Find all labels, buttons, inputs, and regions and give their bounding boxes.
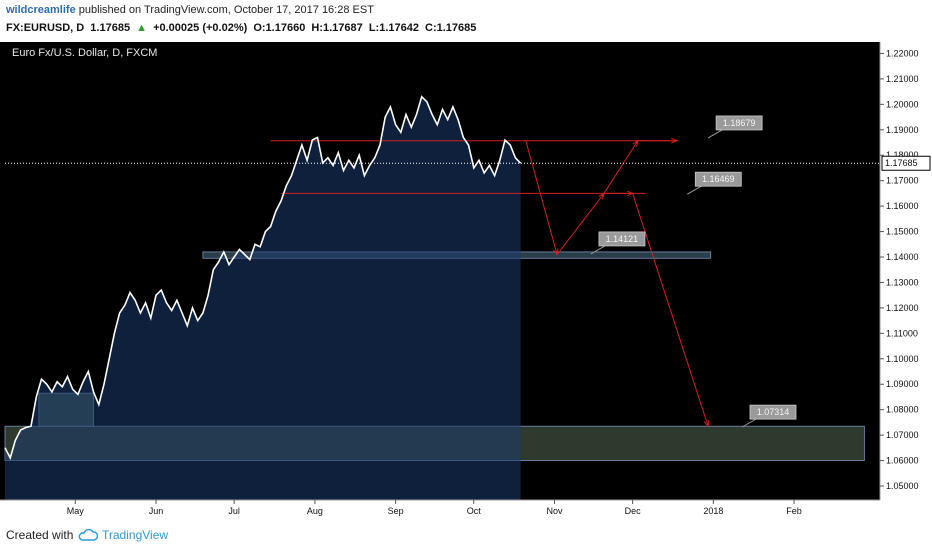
arrowhead bbox=[632, 139, 639, 147]
symbol-info: FX:EURUSD, D 1.17685 ▲ +0.00025 (+0.02%)… bbox=[6, 22, 479, 34]
time-tick-label: Dec bbox=[625, 506, 642, 516]
price-tick-label: 1.12000 bbox=[886, 303, 919, 313]
time-tick-label: Nov bbox=[546, 506, 563, 516]
chart-footer: Created with TradingView bbox=[0, 520, 932, 550]
chart-header: wildcreamlife published on TradingView.c… bbox=[0, 0, 932, 42]
tradingview-cloud-icon bbox=[78, 529, 98, 541]
price-axis-background bbox=[880, 42, 932, 520]
author-link[interactable]: wildcreamlife bbox=[6, 4, 76, 16]
price-tick-label: 1.11000 bbox=[886, 328, 918, 338]
time-tick-label: Sep bbox=[388, 506, 404, 516]
callout-label: 1.07314 bbox=[757, 407, 790, 417]
price-tick-label: 1.06000 bbox=[886, 456, 919, 466]
time-tick-label: Feb bbox=[786, 506, 802, 516]
callout-label: 1.18679 bbox=[723, 118, 756, 128]
symbol-name: FX:EURUSD, D bbox=[6, 22, 85, 34]
price-tick-label: 1.10000 bbox=[886, 354, 919, 364]
time-tick-label: 2018 bbox=[703, 506, 723, 516]
price-line bbox=[4, 95, 522, 461]
close-value: C:1.17685 bbox=[425, 22, 477, 34]
price-tick-label: 1.09000 bbox=[886, 379, 919, 389]
price-tick-label: 1.16000 bbox=[886, 201, 919, 211]
callout-pointer bbox=[590, 245, 606, 255]
time-tick-label: Oct bbox=[467, 506, 482, 516]
time-tick-label: Jun bbox=[149, 506, 164, 516]
price-area-fill bbox=[5, 96, 521, 500]
callout-box bbox=[694, 171, 742, 187]
last-price-label: 1.17685 bbox=[885, 158, 918, 168]
price-tick-label: 1.18000 bbox=[886, 150, 919, 160]
price-tick-label: 1.13000 bbox=[886, 277, 919, 287]
callout-pointer bbox=[741, 418, 757, 428]
arrowhead bbox=[626, 190, 634, 197]
last-price: 1.17685 bbox=[90, 22, 131, 34]
chart-title: Euro Fx/U.S. Dollar, D, FXCM bbox=[12, 47, 157, 59]
time-tick-label: May bbox=[67, 506, 85, 516]
last-price-marker bbox=[881, 155, 931, 171]
up-arrow-icon: ▲ bbox=[136, 22, 148, 34]
time-tick-label: Jul bbox=[228, 506, 240, 516]
published-text: published on TradingView.com, October 17… bbox=[78, 4, 374, 16]
callout-label: 1.14121 bbox=[606, 234, 639, 244]
arrowhead bbox=[553, 248, 559, 256]
price-tick-label: 1.14000 bbox=[886, 252, 919, 262]
callout-pointer bbox=[687, 185, 702, 195]
arrowhead bbox=[703, 420, 710, 428]
open-value: O:1.17660 bbox=[253, 22, 306, 34]
arrowhead bbox=[671, 137, 679, 144]
price-tick-label: 1.08000 bbox=[886, 405, 919, 415]
callout-label: 1.16469 bbox=[702, 174, 735, 184]
callout-box bbox=[715, 115, 763, 131]
price-tick-label: 1.22000 bbox=[886, 48, 919, 58]
price-tick-label: 1.20000 bbox=[886, 99, 919, 109]
tradingview-brand: TradingView bbox=[102, 528, 169, 542]
created-with-text: Created with bbox=[6, 528, 74, 542]
callout-box bbox=[749, 404, 797, 420]
high-value: H:1.17687 bbox=[311, 22, 363, 34]
time-tick-label: Aug bbox=[307, 506, 323, 516]
callout-pointer bbox=[707, 129, 723, 139]
price-tick-label: 1.15000 bbox=[886, 227, 919, 237]
price-tick-label: 1.21000 bbox=[886, 74, 919, 84]
price-chart[interactable]: 1.18679 1.16469 1.14121 1.07314 Euro Fx/U.S.… bbox=[0, 42, 932, 520]
low-value: L:1.17642 bbox=[368, 22, 419, 34]
price-change: +0.00025 (+0.02%) bbox=[153, 22, 248, 34]
price-tick-label: 1.05000 bbox=[886, 481, 919, 491]
price-tick-label: 1.17000 bbox=[886, 176, 919, 186]
tradingview-logo[interactable]: TradingView bbox=[78, 525, 168, 545]
callout-box bbox=[598, 231, 646, 247]
price-tick-label: 1.07000 bbox=[886, 430, 919, 440]
time-axis-background bbox=[0, 500, 880, 520]
publish-info: wildcreamlife published on TradingView.c… bbox=[6, 4, 374, 16]
price-tick-label: 1.19000 bbox=[886, 125, 919, 135]
